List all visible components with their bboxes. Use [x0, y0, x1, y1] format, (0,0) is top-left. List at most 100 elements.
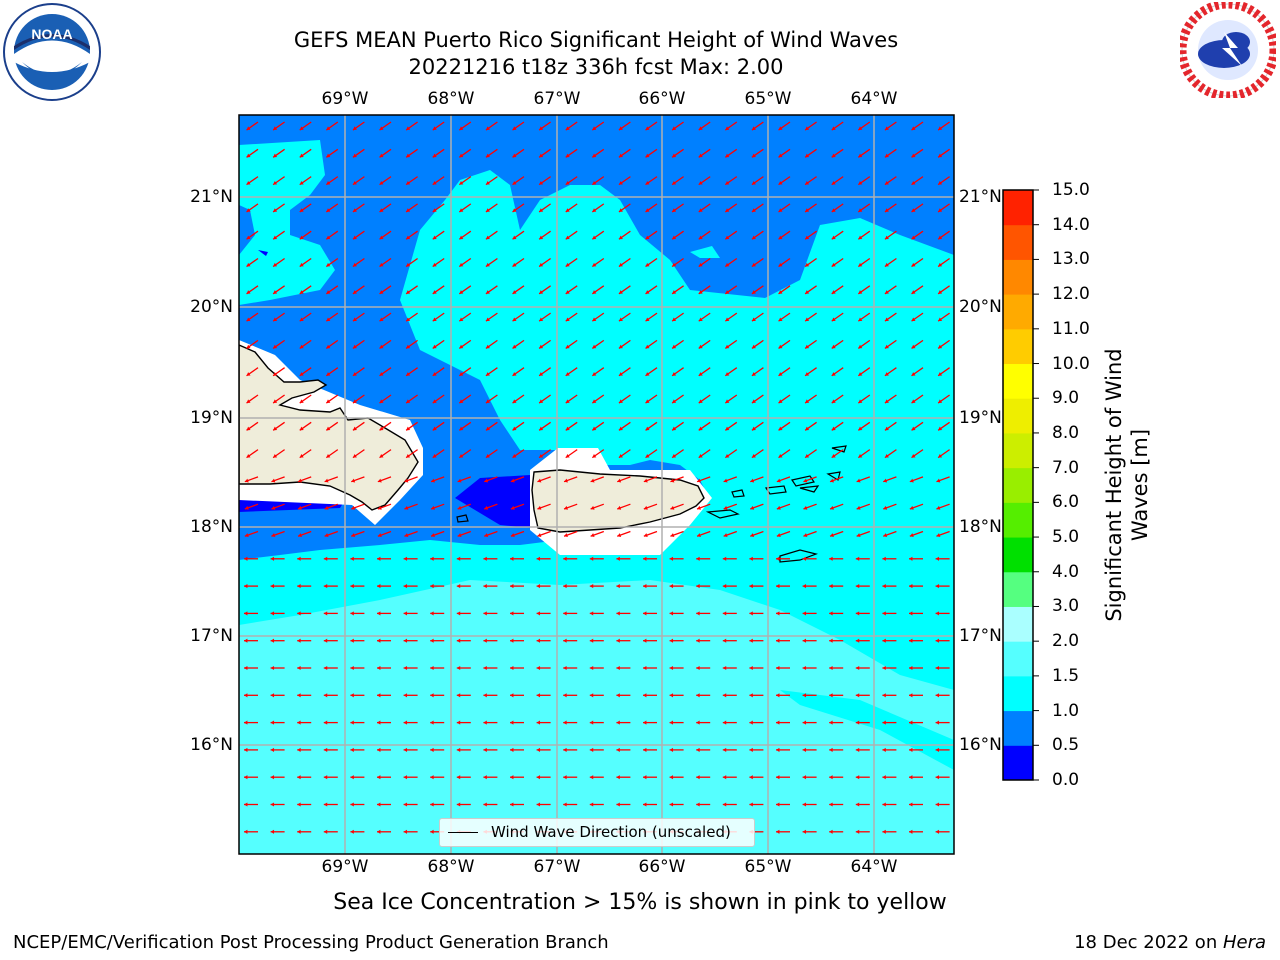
- wave-direction-arrowhead: [725, 180, 730, 185]
- wave-direction-arrowhead: [935, 584, 940, 589]
- wave-direction-arrowhead: [536, 611, 541, 616]
- wave-direction-arrowhead: [856, 533, 861, 538]
- wave-direction-arrowhead: [829, 747, 833, 752]
- wave-direction-arrowhead: [698, 262, 703, 267]
- colorbar-segment: [1003, 571, 1033, 607]
- wave-direction-arrowhead: [855, 638, 860, 643]
- wave-direction-arrowhead: [244, 802, 248, 807]
- wave-direction-arrowhead: [403, 802, 408, 807]
- wave-direction-arrowhead: [672, 262, 677, 267]
- wave-direction-arrowhead: [299, 426, 304, 431]
- wave-direction-arrowhead: [938, 317, 943, 322]
- wave-direction-arrowhead: [246, 426, 251, 431]
- wave-direction-arrowhead: [592, 453, 597, 458]
- colorbar-segment: [1003, 363, 1033, 399]
- wave-direction-arrowhead: [672, 344, 677, 349]
- wave-direction-arrowhead: [510, 611, 514, 616]
- wave-direction-arrowhead: [751, 290, 756, 294]
- wave-direction-arrowhead: [485, 180, 490, 185]
- wave-direction-arrowhead: [539, 290, 544, 294]
- wave-direction-arrowhead: [592, 208, 597, 212]
- wave-direction-arrowhead: [510, 505, 515, 510]
- lat-label-left: 20°N: [190, 297, 233, 317]
- wave-direction-arrowhead: [911, 153, 916, 158]
- wave-direction-arrowhead: [537, 478, 542, 483]
- wave-direction-arrowhead: [592, 426, 597, 431]
- wave-direction-arrowhead: [776, 802, 780, 807]
- wave-direction-arrowhead: [432, 235, 437, 240]
- wave-direction-arrowhead: [911, 426, 916, 431]
- wave-direction-arrowhead: [430, 775, 434, 780]
- wave-direction-arrowhead: [483, 747, 487, 752]
- wave-direction-arrowhead: [698, 208, 703, 212]
- wave-direction-arrowhead: [645, 317, 650, 322]
- wave-direction-arrowhead: [911, 235, 916, 240]
- wave-direction-arrowhead: [776, 775, 780, 780]
- wave-direction-arrowhead: [805, 317, 810, 322]
- wave-direction-arrowhead: [856, 478, 861, 483]
- wave-direction-arrowhead: [539, 180, 544, 185]
- wave-direction-arrowhead: [459, 399, 464, 404]
- wave-direction-arrowhead: [485, 235, 490, 240]
- wave-direction-arrowhead: [244, 665, 248, 671]
- wave-direction-arrowhead: [323, 611, 328, 616]
- wave-direction-arrowhead: [909, 556, 913, 561]
- wave-direction-arrowhead: [909, 665, 913, 671]
- wave-direction-arrowhead: [270, 611, 275, 616]
- colorbar-segment: [1003, 467, 1033, 503]
- wave-direction-arrowhead: [297, 693, 301, 698]
- wave-direction-arrowhead: [565, 344, 570, 349]
- colorbar-segment: [1003, 537, 1033, 573]
- wave-direction-arrowhead: [776, 533, 781, 538]
- wave-direction-arrowhead: [539, 453, 544, 458]
- wave-direction-arrowhead: [882, 802, 886, 807]
- colorbar-title: Significant Height of Wind Waves [m]: [1102, 348, 1152, 622]
- wave-direction-arrowhead: [698, 453, 703, 458]
- wave-direction-arrowhead: [324, 505, 329, 510]
- wave-direction-arrowhead: [510, 720, 514, 725]
- wave-direction-arrowhead: [379, 372, 384, 376]
- legend-label: Wind Wave Direction (unscaled): [491, 823, 731, 841]
- wave-direction-arrowhead: [858, 372, 863, 376]
- wave-direction-arrowhead: [618, 153, 623, 158]
- wave-direction-arrowhead: [483, 638, 487, 643]
- wave-direction-arrowhead: [909, 505, 914, 510]
- wave-direction-arrowhead: [696, 775, 700, 780]
- wave-direction-arrowhead: [512, 317, 517, 322]
- wave-direction-arrowhead: [351, 505, 356, 510]
- wave-direction-arrowhead: [299, 317, 304, 322]
- wave-direction-arrowhead: [299, 344, 304, 349]
- colorbar-segment: [1003, 432, 1033, 469]
- colorbar-tick-label: 14.0: [1052, 214, 1090, 235]
- wave-direction-arrowhead: [537, 505, 542, 510]
- wave-direction-arrowhead: [539, 372, 544, 376]
- wave-direction-arrowhead: [935, 802, 940, 807]
- graticule: [239, 115, 954, 854]
- lon-label-bottom: 66°W: [638, 857, 686, 877]
- wave-direction-arrowhead: [297, 638, 301, 643]
- wave-direction-arrowhead: [802, 556, 807, 561]
- wave-direction-arrowhead: [350, 638, 354, 643]
- wave-direction-arrowhead: [858, 317, 863, 322]
- wave-direction-arrowhead: [882, 693, 886, 698]
- wave-direction-arrowhead: [456, 665, 461, 671]
- wave-direction-arrowhead: [270, 584, 275, 589]
- wave-direction-arrowhead: [297, 584, 301, 589]
- wave-direction-arrowhead: [696, 638, 700, 643]
- wave-direction-arrowhead: [669, 665, 674, 671]
- wave-direction-arrowhead: [831, 372, 836, 376]
- wave-direction-arrowhead: [749, 638, 753, 643]
- wave-direction-arrowhead: [456, 693, 461, 698]
- wave-direction-arrowhead: [459, 453, 464, 458]
- wave-direction-arrowhead: [672, 399, 677, 404]
- wave-direction-arrowhead: [938, 235, 943, 240]
- wave-direction-arrowhead: [377, 693, 381, 698]
- wave-direction-arrowhead: [485, 208, 490, 212]
- wave-direction-arrowhead: [936, 533, 941, 538]
- wave-direction-arrowhead: [909, 747, 913, 752]
- wave-direction-arrowhead: [643, 533, 648, 538]
- wave-direction-arrowhead: [722, 638, 727, 643]
- wave-direction-arrowhead: [616, 693, 620, 698]
- wave-direction-arrowhead: [406, 126, 411, 131]
